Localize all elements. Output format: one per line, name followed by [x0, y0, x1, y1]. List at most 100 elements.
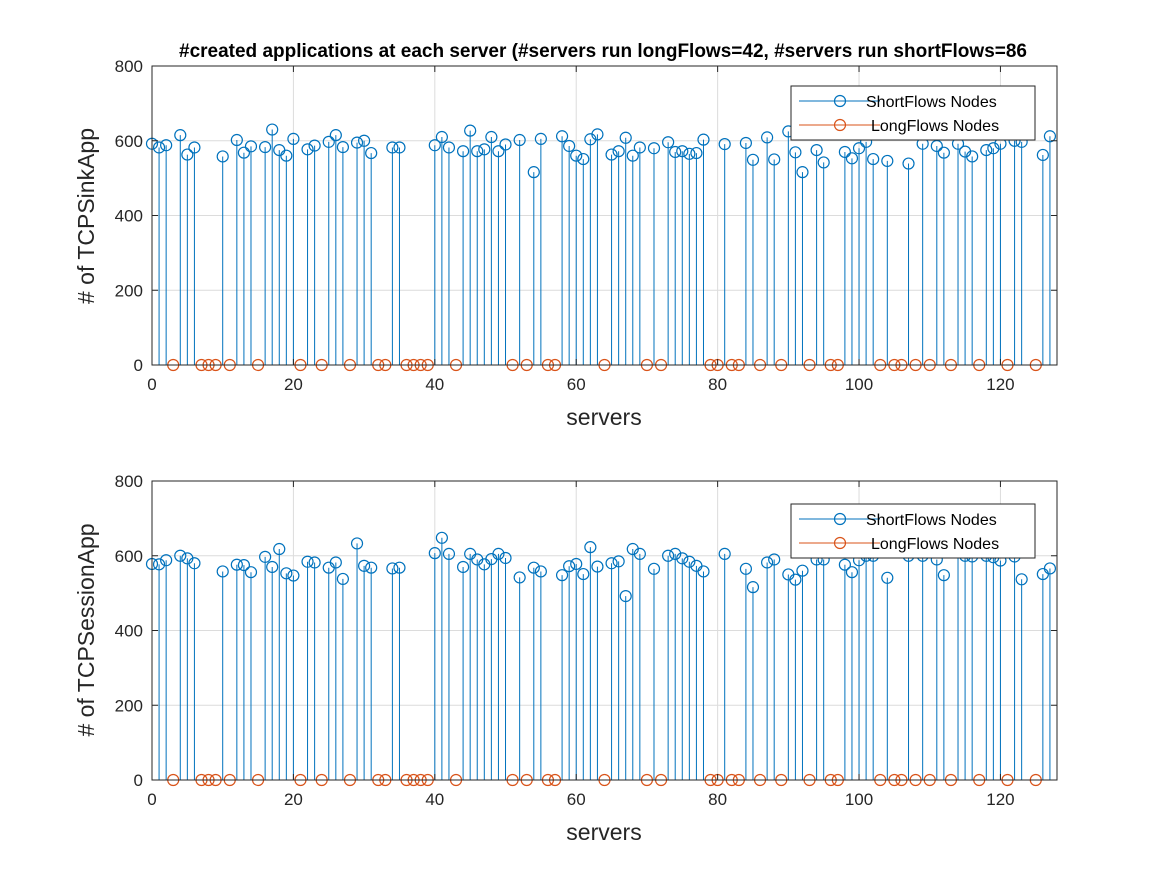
marker-short: [527, 166, 540, 179]
marker-short: [647, 562, 661, 575]
marker-short: [647, 142, 661, 155]
x-axis-label: servers: [566, 404, 641, 430]
marker-short: [442, 141, 456, 154]
marker-short: [591, 560, 604, 573]
marker-short: [365, 561, 378, 574]
marker-short: [499, 551, 512, 565]
marker-short: [181, 148, 194, 161]
y-tick-label: 600: [115, 547, 143, 566]
x-tick-label: 40: [425, 375, 444, 394]
marker-short: [287, 569, 300, 582]
marker-short: [237, 146, 251, 159]
marker-short: [761, 131, 774, 144]
marker-short: [152, 141, 166, 154]
marker-short: [499, 138, 512, 151]
marker-short: [937, 146, 950, 159]
marker-short: [174, 129, 187, 142]
marker-short: [273, 542, 286, 556]
marker-short: [188, 141, 201, 154]
marker-short: [683, 555, 696, 568]
marker-short: [563, 560, 576, 573]
marker-short: [619, 131, 632, 144]
marker-short: [244, 140, 258, 153]
marker-short: [966, 150, 979, 163]
marker-short: [697, 133, 710, 146]
marker-short: [216, 565, 229, 578]
x-tick-label: 120: [986, 375, 1014, 394]
marker-short: [393, 561, 406, 574]
marker-short: [478, 143, 491, 156]
x-tick-label: 60: [567, 790, 586, 809]
marker-short: [350, 537, 364, 550]
x-tick-label: 100: [845, 790, 873, 809]
tick-labels: 0 20 40 60 80 100 120 0 200 400 600 800: [115, 472, 1057, 809]
marker-short: [216, 150, 229, 163]
marker-short: [358, 559, 371, 572]
marker-short: [329, 129, 342, 142]
marker-short: [336, 141, 349, 154]
x-tick-label: 120: [986, 790, 1014, 809]
marker-short: [683, 147, 696, 160]
marker-short: [301, 143, 314, 156]
marker-short: [676, 552, 689, 565]
marker-short: [527, 561, 540, 574]
marker-short: [428, 547, 441, 560]
marker-short: [329, 556, 342, 569]
marker-short: [845, 152, 859, 165]
marker-short: [902, 157, 915, 170]
y-tick-label: 400: [115, 622, 143, 641]
marker-short: [669, 145, 682, 159]
legend-long-label: LongFlows Nodes: [871, 536, 999, 553]
marker-short: [789, 573, 802, 586]
legend-long-marker: [833, 118, 847, 132]
marker-short: [937, 569, 950, 582]
marker-short: [838, 145, 851, 159]
marker-short: [605, 148, 618, 161]
x-tick-label: 100: [845, 375, 873, 394]
marker-short: [676, 145, 689, 158]
marker-short: [768, 553, 781, 566]
marker-short: [591, 128, 604, 141]
legend-box: [790, 503, 1036, 559]
y-tick-label: 600: [115, 132, 143, 151]
marker-short: [259, 141, 272, 154]
legend-box: [790, 85, 1036, 141]
marker-short: [160, 554, 173, 567]
panel-tcp-sink-app: 0 20 40 60 80 100 120 0 200 400 600 800 servers # o…: [73, 57, 1058, 430]
marker-short: [570, 557, 583, 571]
marker-short: [746, 153, 760, 166]
marker-short: [471, 145, 484, 158]
x-tick-label: 0: [147, 790, 156, 809]
x-axis-label: servers: [566, 819, 641, 845]
x-tick-label: 40: [425, 790, 444, 809]
marker-short: [534, 565, 547, 578]
legend-short-label: ShortFlows Nodes: [866, 512, 997, 529]
legend-short-marker: [833, 512, 847, 526]
y-tick-label: 400: [115, 207, 143, 226]
figure-title: #created applications at each server (#s…: [179, 41, 1027, 62]
marker-short: [987, 142, 1000, 155]
legend-long-marker: [833, 536, 847, 550]
y-tick-label: 800: [115, 472, 143, 491]
marker-short: [237, 558, 251, 572]
panel-tcp-session-app: 0 20 40 60 80 100 120 0 200 400 600 800 servers # o…: [73, 472, 1058, 845]
marker-short: [867, 152, 880, 166]
legend: ShortFlows Nodes LongFlows Nodes: [790, 503, 1036, 559]
marker-short: [810, 143, 823, 157]
marker-short: [464, 124, 477, 137]
marker-short: [1043, 130, 1057, 143]
marker-short: [881, 571, 894, 584]
marker-short: [718, 547, 731, 560]
marker-short: [492, 145, 505, 158]
marker-short: [739, 562, 753, 575]
marker-short: [669, 547, 682, 560]
marker-short: [442, 547, 456, 560]
marker-short: [322, 135, 335, 148]
y-tick-label: 0: [134, 771, 143, 790]
x-tick-label: 80: [708, 375, 727, 394]
marker-short: [456, 560, 470, 574]
marker-short: [485, 130, 498, 144]
marker-short: [563, 139, 576, 153]
marker-short: [350, 136, 364, 149]
